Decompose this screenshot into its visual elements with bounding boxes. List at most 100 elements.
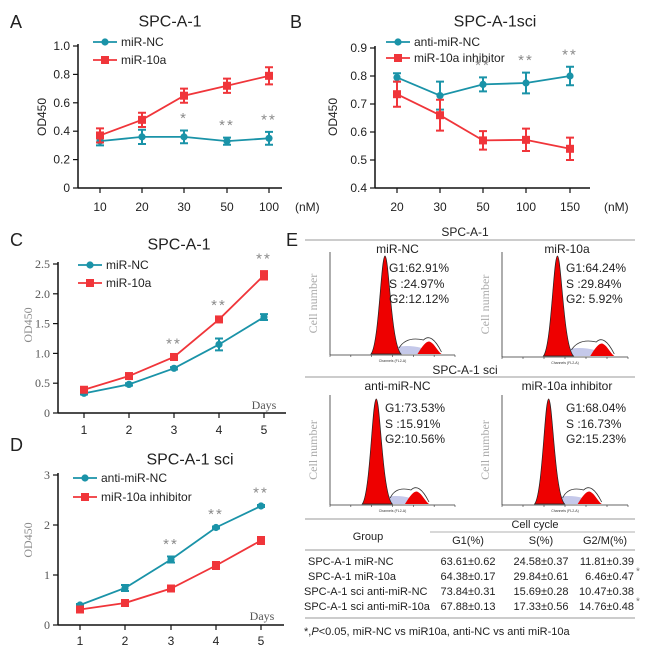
row-s: 17.33±0.56 [514,601,569,613]
legend-label: anti-miR-NC [414,35,480,49]
table-row: SPC-A-1 miR-10a 64.38±0.17 29.84±0.61 6.46±… [308,567,640,584]
legend-label: miR-10a inhibitor [101,490,192,504]
legend-marker [101,38,109,46]
row-g2: 6.46±0.47 [585,571,634,583]
flow-cytometry-panel: SPC-A-1 miR-NC G1:62.91% S :24.97%G2:12.12%… [305,225,635,513]
y-tick-label: 0.8 [350,69,367,83]
x-tick-label: 1 [77,634,84,648]
y-tick-label: 2 [44,518,50,532]
footnote-p: P [311,626,319,638]
data-point [121,599,129,607]
legend-label: miR-10a inhibitor [414,51,505,65]
series-0 [96,128,273,147]
significance-marker: * [180,110,188,127]
row-g2: 11.81±0.39 [580,556,634,568]
y-tick-label: 0.7 [350,97,367,111]
data-point [180,91,188,100]
y-tick-label: 0.6 [350,125,367,139]
histogram-1-1: miR-10a inhibitor G1:68.04% S :16.73%G2:15… [478,379,629,513]
g2-peak [405,491,429,504]
y-axis-label: Cell number [306,274,320,334]
g2-percentage: G2:15.23% [566,432,626,446]
series-1 [393,80,574,161]
x-unit-label: (nM) [604,200,629,214]
flow-group-title: SPC-A-1 [441,225,489,239]
chart-d: SPC-A-1 sci OD450 0 1 2 3 1 2 3 4 5 Days anti-miR-NC… [21,452,284,648]
y-tick-label: 0.4 [350,181,367,195]
y-axis-label: OD450 [326,98,340,136]
data-point [180,133,188,141]
table-header-0: G1(%) [452,535,484,547]
x-tick-label: 150 [560,200,580,214]
significance-marker: ** [208,506,224,523]
y-tick-label: 0.9 [350,41,367,55]
x-tick-label: 2 [126,423,133,437]
data-point [260,313,268,321]
x-tick-label: 30 [433,200,447,214]
data-point [265,134,273,142]
table-header-group: Group [353,531,384,543]
legend-marker [86,279,94,287]
footnote-prefix: *, [304,626,311,638]
y-tick-label: 1 [44,568,50,582]
data-point [479,80,487,88]
panel-letter-d: D [10,435,23,455]
histogram-label: miR-10a inhibitor [522,379,613,393]
histogram-label: miR-NC [376,242,419,256]
series-0 [393,65,574,111]
data-point [260,271,268,280]
chart-a: SPC-A-1 OD450 0 0.2 0.4 0.6 0.8 1.0 10 20 30 50 100 (… [35,14,320,215]
g2-percentage: G2: 5.92% [566,292,623,306]
chart-b: SPC-A-1sci OD450 0.4 0.5 0.6 0.7 0.8 0.9 20 30 50 1… [326,14,629,215]
y-tick-label: 0.5 [350,153,367,167]
g1-percentage: G1:73.53% [385,401,445,415]
legend-marker [394,54,402,62]
x-tick-label: 100 [259,200,279,214]
panel-letter-c: C [10,230,23,250]
panel-letter-b: B [290,12,302,32]
y-tick-label: 3 [44,468,50,482]
g2-peak [590,343,615,356]
data-point [215,340,223,349]
row-group: SPC-A-1 sci anti-miR-NC [304,586,428,598]
s-percentage: S :24.97% [389,277,445,291]
data-point [167,584,175,593]
chart-title: SPC-A-1sci [454,14,537,31]
legend-marker [81,493,89,501]
s-percentage: S :29.84% [566,277,622,291]
data-point [76,605,84,614]
y-tick-label: 2.0 [35,287,50,301]
data-point [393,73,401,81]
legend-label: miR-10a [106,276,152,290]
x-tick-label: 2 [122,634,129,648]
series-1 [80,270,268,394]
row-s: 29.84±0.61 [514,571,569,583]
y-axis-label: Cell number [306,420,320,480]
legend-marker [86,261,94,269]
histogram-label: anti-miR-NC [365,379,431,393]
cell-cycle-table: Cell cycle Group G1(%) S(%) G2/M(%) SPC-A-1 m… [304,518,640,638]
data-point [167,555,175,564]
x-axis-label: Channels (FL2-A) [379,359,407,363]
data-point [125,380,133,388]
y-axis-label: Cell number [478,275,492,335]
data-point [170,364,178,372]
data-point [566,144,574,153]
legend-label: anti-miR-NC [101,471,167,485]
table-header-1: S(%) [529,535,553,547]
row-g1: 73.84±0.31 [441,586,496,598]
x-tick-label: 10 [93,200,107,214]
data-point [96,131,104,140]
g1-percentage: G1:64.24% [566,261,626,275]
y-tick-label: 0 [44,406,50,420]
x-unit-label: Days [250,609,275,623]
significance-marker: * [636,567,640,578]
panel-letter-e: E [286,230,298,250]
legend-marker [394,38,402,46]
series-1 [96,66,273,144]
x-axis-label: Channels (FL2-A) [551,509,579,513]
fit-envelope [389,487,430,503]
panel-letter-a: A [10,12,22,32]
row-g1: 67.88±0.13 [441,601,496,613]
